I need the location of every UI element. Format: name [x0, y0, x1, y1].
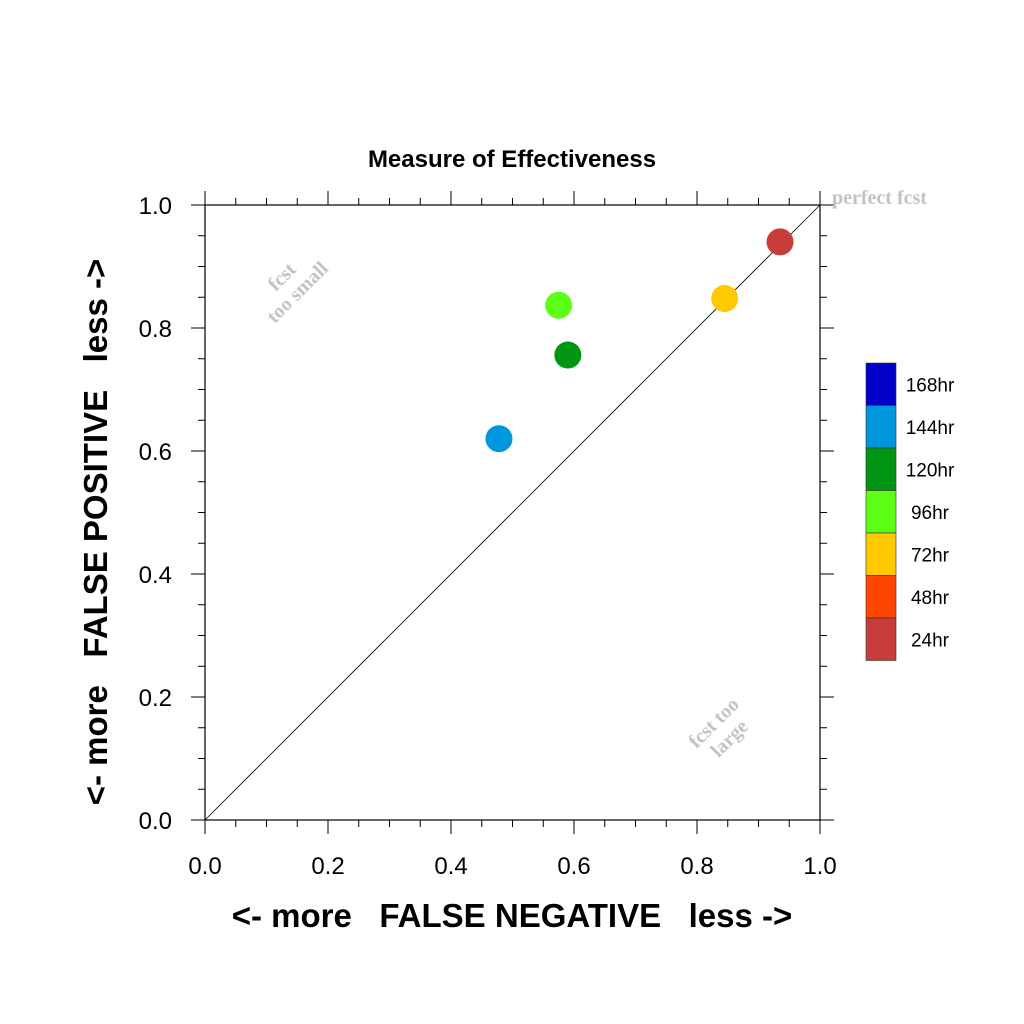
fcst-too-small-line-2: too small — [263, 257, 333, 327]
data-point-24hr — [766, 228, 794, 256]
legend-label: 72hr — [911, 545, 950, 566]
legend-label: 144hr — [906, 418, 955, 439]
data-point-120hr — [554, 341, 582, 369]
y-tick-label: 0.8 — [139, 316, 172, 343]
data-point-144hr — [485, 425, 513, 453]
chart-title: Measure of Effectiveness — [368, 146, 656, 173]
y-tick-label: 0.0 — [139, 808, 172, 835]
legend-swatch-24hr — [865, 617, 897, 661]
perfect-fcst-annotation: perfect fcst — [832, 187, 927, 209]
data-point-96hr — [545, 291, 573, 319]
x-tick-label: 0.2 — [311, 853, 344, 880]
y-tick-labels: 0.0 0.2 0.4 0.6 0.8 1.0 — [139, 193, 172, 835]
x-tick-label: 0.0 — [188, 853, 221, 880]
legend-swatch-144hr — [865, 405, 897, 449]
data-point-72hr — [711, 284, 739, 312]
legend: 168hr 144hr 120hr 96hr 72hr 48hr 24hr — [865, 362, 955, 661]
y-axis-label: <- more FALSE POSITIVE less -> — [77, 259, 114, 806]
fcst-too-small-annotation: fcst too small — [263, 257, 333, 327]
axis-ticks — [191, 191, 834, 834]
x-axis-label: <- more FALSE NEGATIVE less -> — [232, 897, 793, 934]
legend-label: 24hr — [911, 630, 950, 651]
legend-label: 48hr — [911, 588, 950, 609]
x-tick-label: 0.4 — [434, 853, 467, 880]
legend-label: 120hr — [906, 460, 955, 481]
x-tick-labels: 0.0 0.2 0.4 0.6 0.8 1.0 — [188, 853, 836, 880]
x-tick-label: 1.0 — [803, 853, 836, 880]
fcst-too-large-annotation: fcst too large — [685, 694, 753, 762]
legend-swatch-168hr — [865, 362, 897, 406]
legend-label: 96hr — [911, 503, 950, 524]
y-tick-label: 0.4 — [139, 562, 172, 589]
legend-swatch-96hr — [865, 490, 897, 534]
legend-swatch-48hr — [865, 575, 897, 619]
legend-swatch-72hr — [865, 532, 897, 576]
y-tick-label: 0.6 — [139, 439, 172, 466]
y-tick-label: 1.0 — [139, 193, 172, 220]
legend-label: 168hr — [906, 375, 955, 396]
x-tick-label: 0.8 — [680, 853, 713, 880]
x-tick-label: 0.6 — [557, 853, 590, 880]
y-tick-label: 0.2 — [139, 685, 172, 712]
data-points — [485, 228, 794, 453]
legend-swatch-120hr — [865, 447, 897, 491]
